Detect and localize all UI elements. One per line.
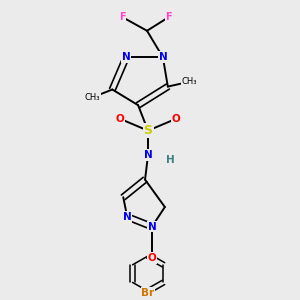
Text: O: O	[171, 114, 180, 124]
Text: N: N	[144, 150, 152, 160]
Text: N: N	[158, 52, 167, 62]
Text: O: O	[148, 253, 156, 263]
Text: O: O	[116, 114, 125, 124]
Text: F: F	[166, 12, 172, 22]
Text: CH₃: CH₃	[85, 93, 100, 102]
Text: F: F	[119, 12, 126, 22]
Text: S: S	[143, 124, 152, 137]
Text: Br: Br	[142, 288, 154, 298]
Text: CH₃: CH₃	[182, 77, 197, 86]
Text: H: H	[167, 155, 175, 165]
Text: N: N	[148, 222, 156, 232]
Text: N: N	[123, 212, 132, 222]
Text: N: N	[122, 52, 130, 62]
